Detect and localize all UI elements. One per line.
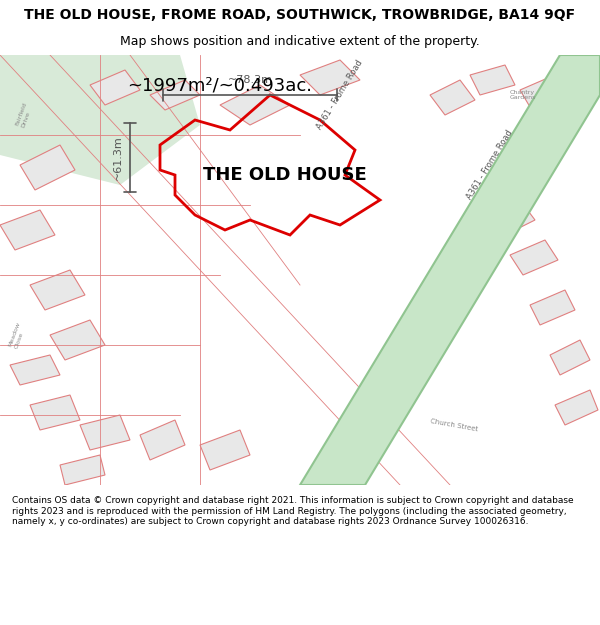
Text: Map shows position and indicative extent of the property.: Map shows position and indicative extent… bbox=[120, 35, 480, 48]
Polygon shape bbox=[530, 290, 575, 325]
Polygon shape bbox=[50, 320, 105, 360]
Polygon shape bbox=[20, 145, 75, 190]
Polygon shape bbox=[0, 210, 55, 250]
Polygon shape bbox=[140, 420, 185, 460]
Polygon shape bbox=[0, 55, 200, 185]
Text: ~61.3m: ~61.3m bbox=[113, 135, 123, 180]
Polygon shape bbox=[80, 415, 130, 450]
Polygon shape bbox=[550, 340, 590, 375]
Text: Contains OS data © Crown copyright and database right 2021. This information is : Contains OS data © Crown copyright and d… bbox=[12, 496, 574, 526]
Text: A361 - Frome Road: A361 - Frome Road bbox=[465, 129, 515, 201]
Polygon shape bbox=[430, 80, 475, 115]
Polygon shape bbox=[10, 355, 60, 385]
Polygon shape bbox=[30, 270, 85, 310]
Text: ~1997m²/~0.493ac.: ~1997m²/~0.493ac. bbox=[128, 76, 313, 94]
Polygon shape bbox=[30, 395, 80, 430]
Polygon shape bbox=[510, 240, 558, 275]
Text: THE OLD HOUSE, FROME ROAD, SOUTHWICK, TROWBRIDGE, BA14 9QF: THE OLD HOUSE, FROME ROAD, SOUTHWICK, TR… bbox=[25, 8, 575, 22]
Text: ~78.3m: ~78.3m bbox=[227, 75, 272, 85]
Text: THE OLD HOUSE: THE OLD HOUSE bbox=[203, 166, 367, 184]
Polygon shape bbox=[300, 55, 600, 485]
Polygon shape bbox=[60, 455, 105, 485]
Polygon shape bbox=[220, 85, 290, 125]
Text: Meadow
Close: Meadow Close bbox=[8, 321, 27, 349]
Polygon shape bbox=[470, 65, 515, 95]
Polygon shape bbox=[90, 70, 140, 105]
Text: Fairfield
Drive: Fairfield Drive bbox=[15, 101, 34, 129]
Text: Chantry
Gardens: Chantry Gardens bbox=[510, 89, 536, 101]
Polygon shape bbox=[555, 390, 598, 425]
Polygon shape bbox=[520, 77, 560, 107]
Polygon shape bbox=[300, 60, 360, 95]
Polygon shape bbox=[150, 80, 200, 110]
Polygon shape bbox=[490, 200, 535, 235]
Text: Church Street: Church Street bbox=[430, 418, 479, 432]
Polygon shape bbox=[200, 430, 250, 470]
Text: A361 - Frome Road: A361 - Frome Road bbox=[315, 59, 365, 131]
